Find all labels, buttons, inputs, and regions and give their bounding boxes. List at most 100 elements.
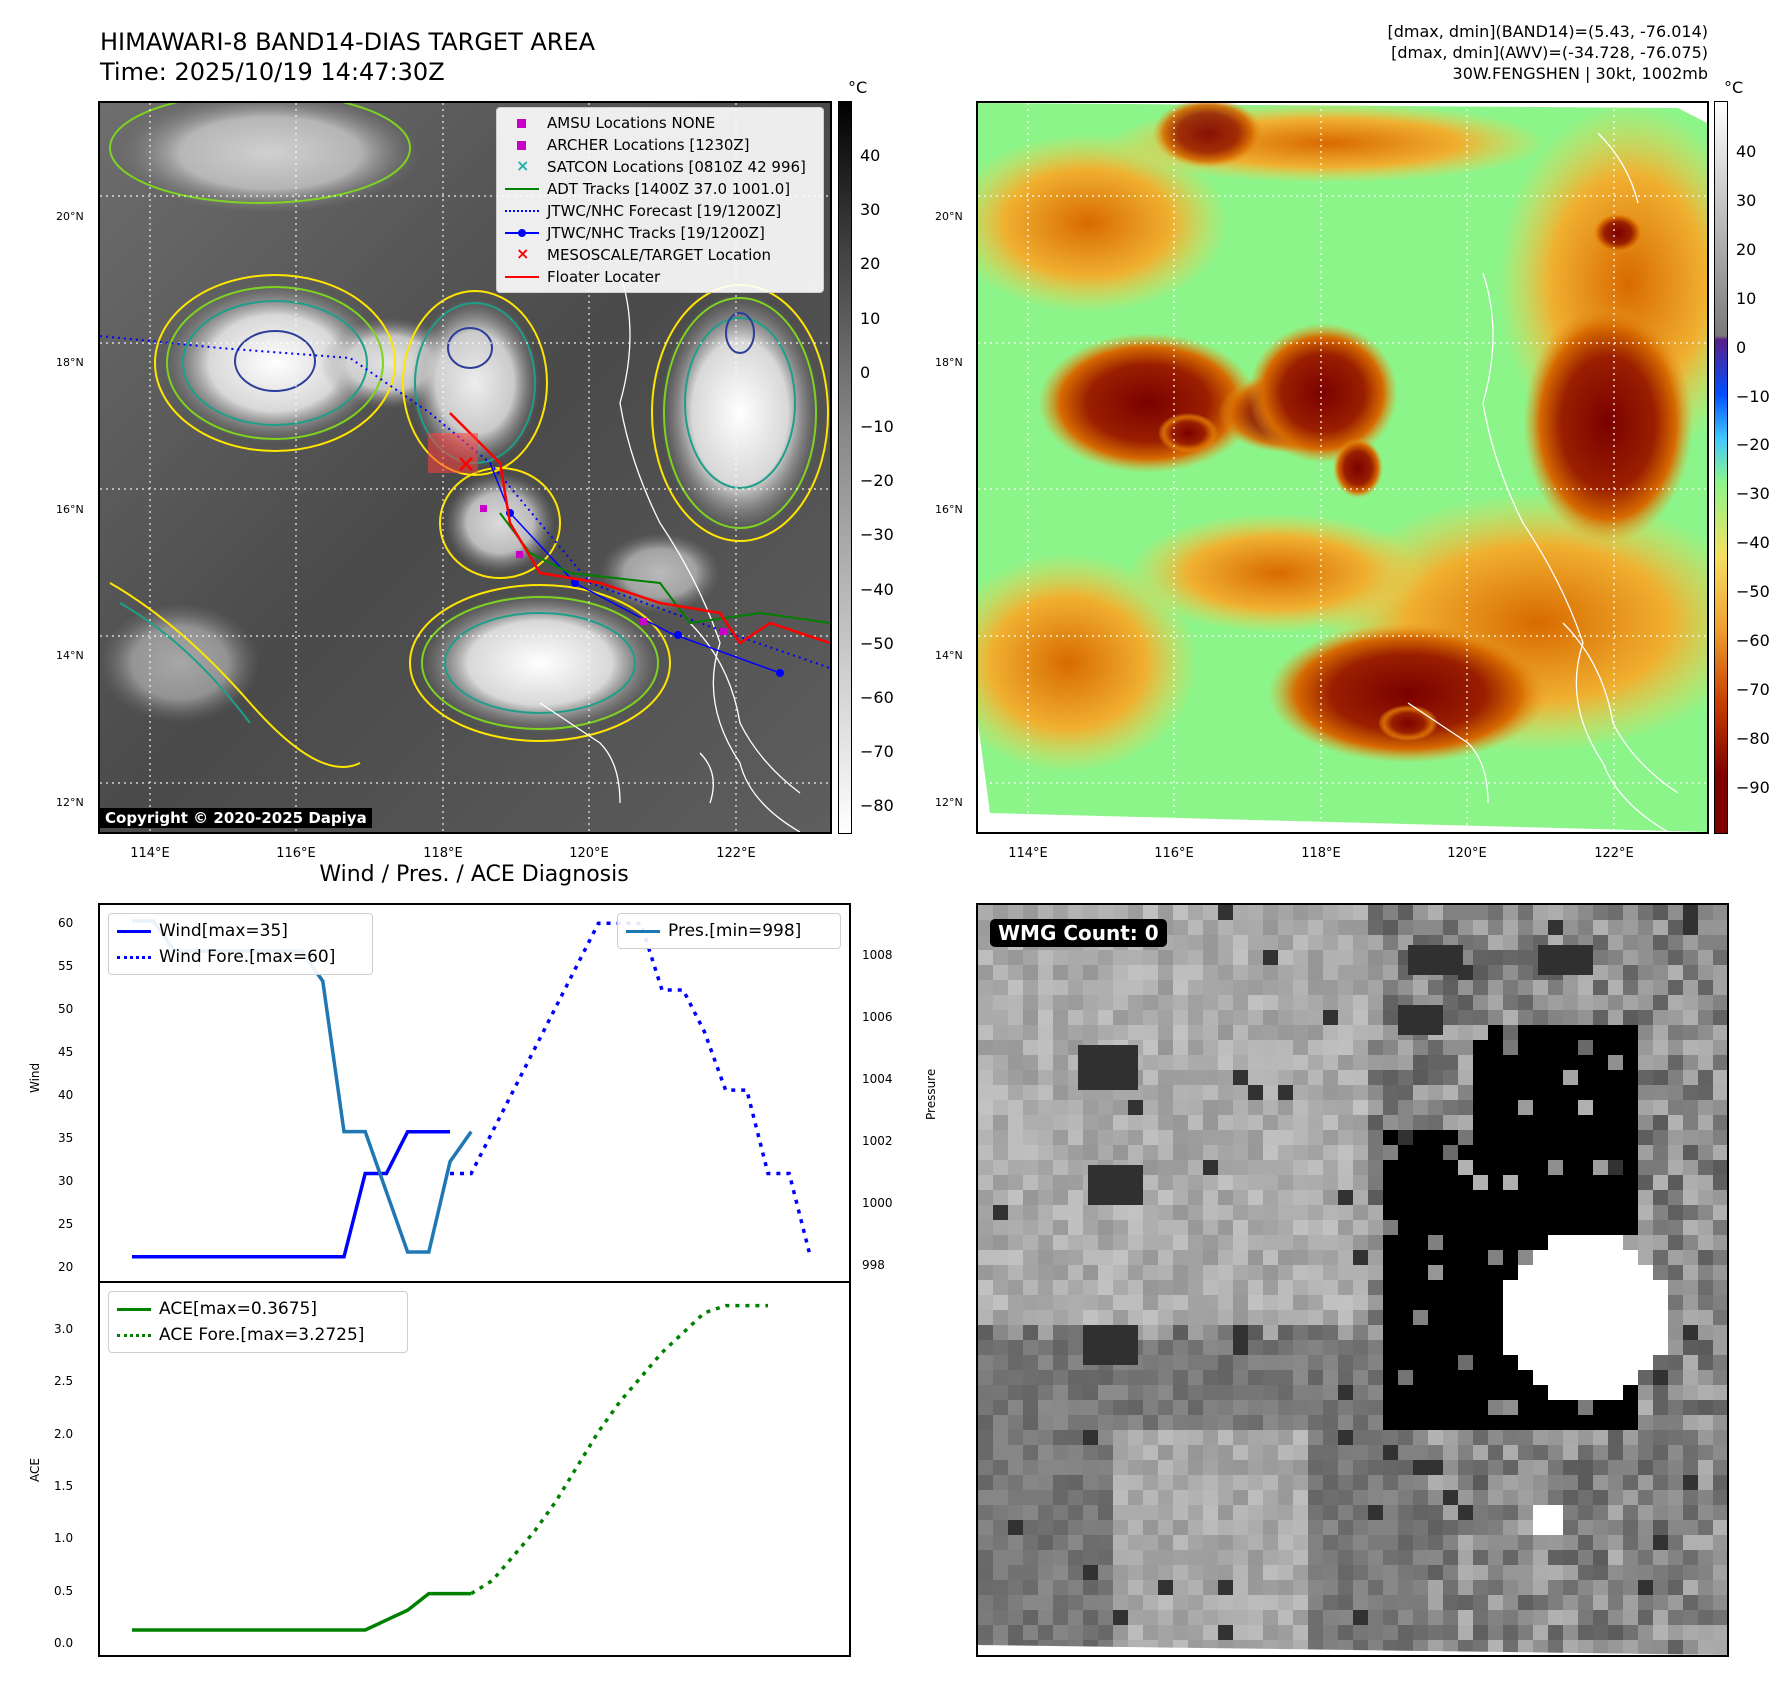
map-legend-item: ADT Tracks [1400Z 37.0 1001.0]: [505, 178, 815, 200]
ace-tick-label: 1.0: [54, 1531, 74, 1546]
series-line: [450, 921, 813, 1258]
lon-tick-label: 118°E: [423, 846, 463, 861]
series-line: [470, 1303, 768, 1596]
colorbar-tick-label: −70: [860, 742, 894, 762]
lon-tick-label: 114°E: [1008, 846, 1048, 861]
wind-tick-label: 60: [58, 916, 74, 930]
series-line: [132, 1591, 472, 1632]
legend-marker-icon: [505, 116, 539, 130]
wind-tick-label: 40: [58, 1088, 74, 1102]
colorbar-tick-label: 0: [860, 362, 871, 382]
lat-tick-label: 16°N: [56, 503, 84, 516]
map-legend-label: ARCHER Locations [1230Z]: [547, 136, 750, 154]
lat-tick-label: 20°N: [56, 210, 84, 223]
ace-tick-label: 0.0: [54, 1635, 74, 1650]
ace-fore-legend-label: ACE Fore.[max=3.2725]: [159, 1325, 365, 1345]
colorbar-tick-label: −90: [1736, 777, 1770, 797]
awv-header-line2: [dmax, dmin](AWV)=(-34.728, -76.075): [1391, 43, 1708, 62]
colorbar-tick-label: 20: [860, 254, 881, 274]
ace-fore-swatch: [117, 1328, 151, 1342]
lat-tick-label: 14°N: [935, 649, 963, 662]
awv-header-line1: [dmax, dmin](BAND14)=(5.43, -76.014): [1387, 22, 1709, 41]
wind-pres-plot: Wind[max=35] Wind Fore.[max=60] Pres.[mi…: [98, 903, 851, 1283]
legend-marker-icon: [505, 182, 539, 196]
wind-tick-label: 20: [58, 1260, 74, 1274]
pressure-axis-label: Pressure: [924, 1068, 938, 1120]
wmg-panel: WMG Count: 0: [976, 903, 1729, 1657]
pressure-tick-label: 1004: [862, 1072, 893, 1086]
map-title-line2: Time: 2025/10/19 14:47:30Z: [100, 58, 445, 86]
lat-tick-label: 20°N: [935, 210, 963, 223]
ir-colorbar: [838, 101, 852, 834]
colorbar-tick-label: −40: [1736, 533, 1770, 553]
map-legend-item: ARCHER Locations [1230Z]: [505, 134, 815, 156]
diag-title: Wind / Pres. / ACE Diagnosis: [319, 862, 629, 887]
wind-tick-label: 35: [58, 1131, 74, 1145]
ir-map-panel: AMSU Locations NONE ARCHER Locations [123…: [98, 101, 832, 834]
colorbar-tick-label: −30: [860, 525, 894, 545]
colorbar-tick-label: 10: [1736, 288, 1757, 308]
wind-tick-label: 55: [58, 959, 74, 973]
ace-svg: [132, 1303, 768, 1632]
wind-legend: Wind[max=35] Wind Fore.[max=60]: [108, 913, 373, 975]
lon-tick-label: 122°E: [1594, 846, 1634, 861]
wind-axis-label: Wind: [28, 1062, 42, 1093]
awv-colorbar-unit: °C: [1724, 78, 1744, 97]
wind-tick-label: 45: [58, 1045, 74, 1059]
wind-tick-label: 25: [58, 1217, 74, 1231]
colorbar-tick-label: −10: [860, 417, 894, 436]
wind-swatch: [117, 924, 151, 938]
wmg-imagery: [978, 905, 1727, 1655]
map-title-line1: HIMAWARI-8 BAND14-DIAS TARGET AREA: [100, 28, 596, 56]
ace-tick-label: 2.0: [54, 1426, 74, 1441]
colorbar-tick-label: −60: [860, 688, 894, 707]
colorbar-tick-label: −50: [1736, 582, 1770, 602]
ace-legend-label: ACE[max=0.3675]: [159, 1299, 317, 1319]
ace-tick-label: 2.5: [54, 1374, 74, 1389]
copyright-label: Copyright © 2020-2025 Dapiya: [100, 808, 372, 828]
colorbar-tick-label: 20: [1736, 239, 1757, 259]
map-legend-item: Floater Locater: [505, 266, 815, 288]
map-legend-label: ADT Tracks [1400Z 37.0 1001.0]: [547, 180, 791, 198]
awv-map-panel: [976, 101, 1709, 834]
legend-marker-icon: [505, 226, 539, 240]
ace-legend: ACE[max=0.3675] ACE Fore.[max=3.2725]: [108, 1291, 408, 1353]
pres-swatch: [626, 924, 660, 938]
ace-axis-label: ACE: [28, 1458, 42, 1482]
colorbar-tick-label: 30: [860, 200, 881, 220]
map-legend-item: AMSU Locations NONE: [505, 112, 815, 134]
ace-swatch: [117, 1302, 151, 1316]
colorbar-tick-label: −40: [860, 579, 894, 599]
lat-tick-label: 12°N: [56, 796, 84, 809]
wind-legend-label: Wind[max=35]: [159, 921, 288, 941]
lat-tick-label: 16°N: [935, 503, 963, 516]
map-legend-item: × SATCON Locations [0810Z 42 996]: [505, 156, 815, 178]
colorbar-tick-label: 40: [1736, 142, 1757, 161]
wmg-count-badge: WMG Count: 0: [990, 919, 1167, 947]
legend-marker-icon: ×: [516, 156, 530, 175]
colorbar-tick-label: −20: [1736, 435, 1770, 455]
colorbar-tick-label: 30: [1736, 190, 1757, 210]
wind-fore-swatch: [117, 950, 151, 964]
lon-tick-label: 114°E: [130, 846, 170, 861]
legend-marker-icon: [505, 270, 539, 284]
legend-marker-icon: [505, 138, 539, 152]
colorbar-tick-label: −70: [1736, 679, 1770, 699]
wind-tick-label: 50: [58, 1002, 74, 1016]
lon-tick-label: 122°E: [716, 846, 756, 861]
series-line: [132, 1130, 450, 1259]
map-legend-label: MESOSCALE/TARGET Location: [547, 246, 772, 264]
lat-tick-label: 12°N: [935, 796, 963, 809]
map-legend-item: JTWC/NHC Tracks [19/1200Z]: [505, 222, 815, 244]
colorbar-tick-label: 40: [860, 146, 881, 165]
colorbar-tick-label: −30: [1736, 484, 1770, 504]
ace-tick-label: 1.5: [54, 1478, 74, 1493]
map-legend-label: AMSU Locations NONE: [547, 114, 716, 132]
lat-tick-label: 14°N: [56, 649, 84, 662]
colorbar-tick-label: 0: [1736, 337, 1747, 357]
map-legend-item: × MESOSCALE/TARGET Location: [505, 244, 815, 266]
pressure-tick-label: 1006: [862, 1010, 893, 1024]
colorbar-tick-label: −50: [860, 633, 894, 653]
map-legend: AMSU Locations NONE ARCHER Locations [123…: [496, 107, 824, 293]
colorbar-tick-label: 10: [860, 308, 881, 328]
